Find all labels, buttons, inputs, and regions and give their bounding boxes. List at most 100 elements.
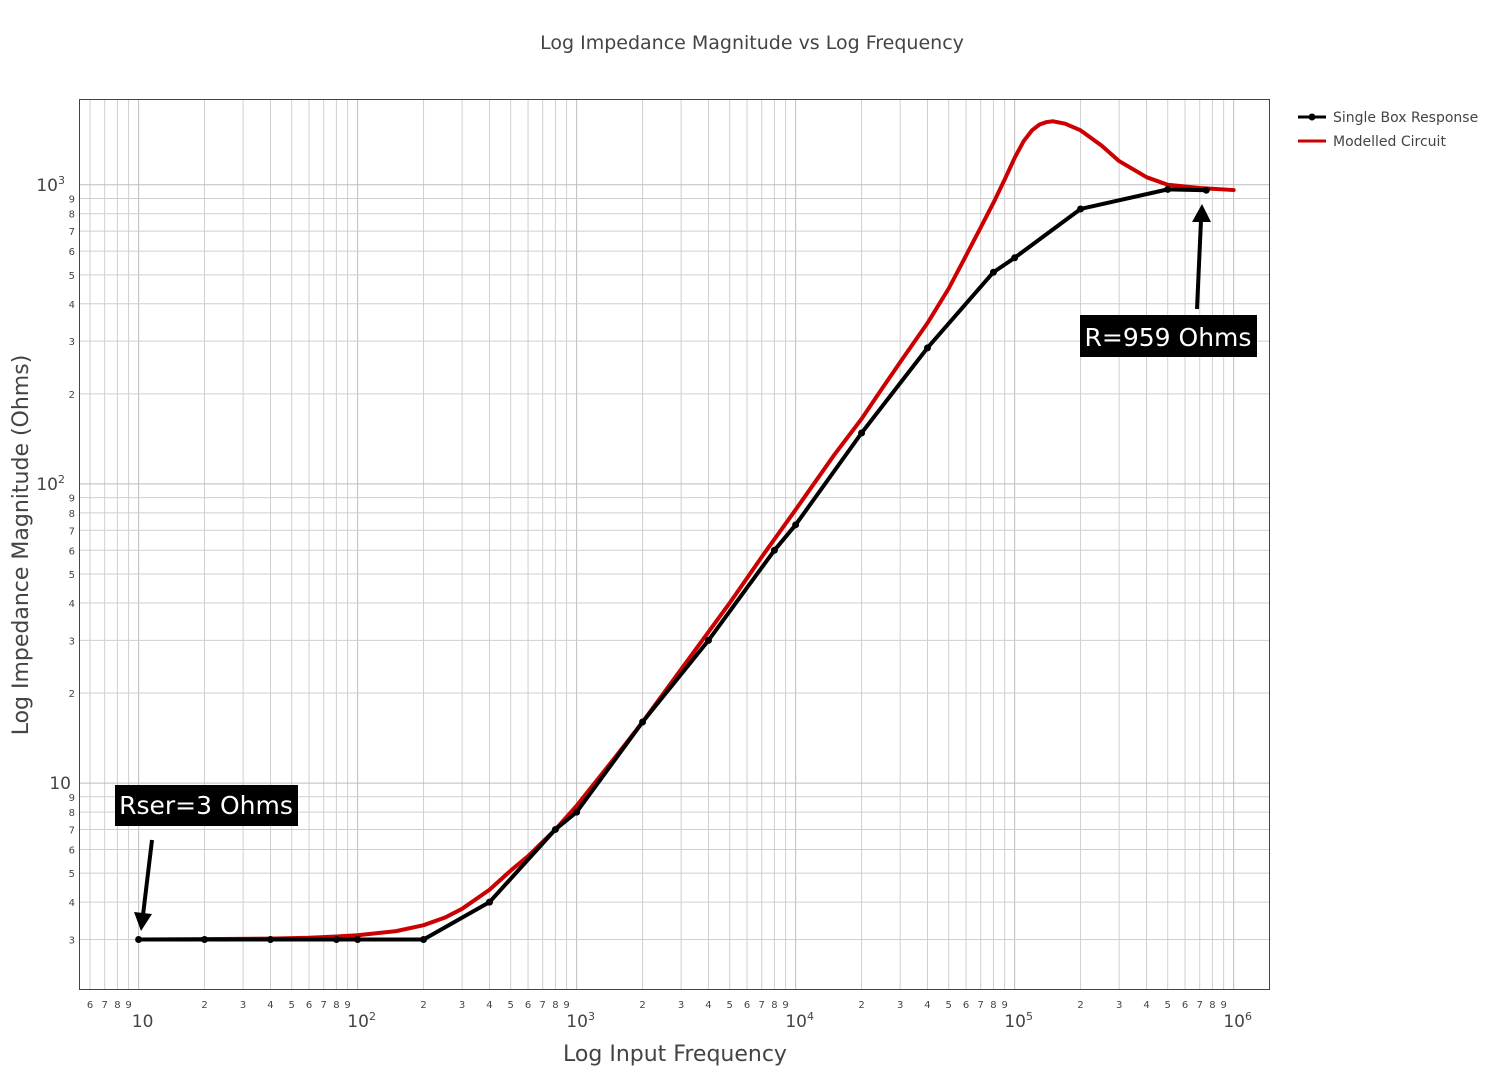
legend[interactable]: Single Box Response Modelled Circuit <box>1298 110 1478 150</box>
x-tick-label: 2 <box>420 1000 426 1011</box>
annotation-rser-box <box>115 785 298 826</box>
y-tick-label: 4 <box>69 898 75 909</box>
x-tick-label: 4 <box>486 1000 492 1011</box>
x-tick-label: 3 <box>897 1000 903 1011</box>
x-tick-label: 6 <box>525 1000 531 1011</box>
chart-title: Log Impedance Magnitude vs Log Frequency <box>540 32 964 54</box>
y-tick-label: 102 <box>36 473 65 495</box>
x-tick-label: 6 <box>744 1000 750 1011</box>
x-tick-label: 9 <box>344 1000 350 1011</box>
y-tick-label: 10 <box>49 774 71 794</box>
x-tick-label: 5 <box>1165 1000 1171 1011</box>
x-tick-label: 8 <box>1209 1000 1215 1011</box>
data-point-single-box-response <box>420 936 428 944</box>
x-tick-label: 5 <box>727 1000 733 1011</box>
x-tick-label: 2 <box>1077 1000 1083 1011</box>
y-tick-label: 4 <box>69 599 75 610</box>
data-point-single-box-response <box>1202 186 1210 194</box>
x-tick-label: 9 <box>1220 1000 1226 1011</box>
y-tick-label: 9 <box>69 494 75 505</box>
data-point-single-box-response <box>1164 185 1172 193</box>
x-tick-label: 3 <box>678 1000 684 1011</box>
data-point-single-box-response <box>332 936 340 944</box>
x-tick-label: 6 <box>1182 1000 1188 1011</box>
y-tick-label: 3 <box>69 636 75 647</box>
x-tick-label: 3 <box>1116 1000 1122 1011</box>
y-tick-label: 8 <box>69 509 75 520</box>
x-tick-label: 2 <box>201 1000 207 1011</box>
x-tick-label: 3 <box>459 1000 465 1011</box>
x-tick-label: 7 <box>101 1000 107 1011</box>
x-tick-label: 8 <box>333 1000 339 1011</box>
y-tick-label: 9 <box>69 194 75 205</box>
y-tick-label: 103 <box>36 174 65 196</box>
x-tick-label: 106 <box>1223 1010 1252 1032</box>
y-tick-label: 5 <box>69 570 75 581</box>
x-tick-label: 7 <box>321 1000 327 1011</box>
x-tick-label: 6 <box>306 1000 312 1011</box>
y-tick-label: 5 <box>69 271 75 282</box>
y-tick-label: 7 <box>69 227 75 238</box>
annotation-rser-label: Rser=3 Ohms <box>119 791 293 820</box>
x-tick-label: 9 <box>1001 1000 1007 1011</box>
x-tick-label: 104 <box>785 1010 814 1032</box>
annotation-r: R=959 Ohms <box>1080 204 1257 357</box>
annotation-rser-arrow <box>141 839 154 916</box>
series-line-single-box-response <box>136 187 1209 942</box>
x-tick-label: 9 <box>782 1000 788 1011</box>
x-tick-label: 4 <box>705 1000 711 1011</box>
data-point-single-box-response <box>573 808 581 816</box>
data-point-single-box-response <box>135 936 143 944</box>
y-tick-label: 8 <box>69 808 75 819</box>
legend-item-modelled-circuit[interactable]: Modelled Circuit <box>1298 134 1446 150</box>
data-point-single-box-response <box>1011 254 1019 262</box>
x-tick-label: 8 <box>771 1000 777 1011</box>
y-tick-label: 7 <box>69 825 75 836</box>
x-tick-label: 6 <box>87 1000 93 1011</box>
y-tick-label: 5 <box>69 869 75 880</box>
data-point-single-box-response <box>792 521 800 529</box>
data-point-single-box-response <box>485 898 493 906</box>
y-tick-label: 9 <box>69 793 75 804</box>
y-tick-label: 2 <box>69 390 75 401</box>
y-tick-label: 4 <box>69 300 75 311</box>
data-point-single-box-response <box>201 936 209 944</box>
grid <box>80 100 1269 989</box>
annotation-r-label: R=959 Ohms <box>1085 323 1252 352</box>
legend-marker-single-box-response <box>1308 113 1316 121</box>
y-tick-label: 7 <box>69 526 75 537</box>
x-tick-label: 10 <box>132 1012 154 1032</box>
y-tick-label: 6 <box>69 546 75 557</box>
x-tick-label: 7 <box>759 1000 765 1011</box>
annotation-rser: Rser=3 Ohms <box>115 785 298 931</box>
x-tick-label: 4 <box>1143 1000 1149 1011</box>
data-point-single-box-response <box>1077 205 1085 213</box>
y-tick-label: 6 <box>69 845 75 856</box>
x-tick-label: 3 <box>240 1000 246 1011</box>
x-tick-label: 102 <box>347 1010 376 1032</box>
legend-label-modelled-circuit: Modelled Circuit <box>1333 134 1446 150</box>
x-tick-label: 6 <box>963 1000 969 1011</box>
x-tick-label: 105 <box>1004 1010 1033 1032</box>
x-tick-label: 5 <box>946 1000 952 1011</box>
x-tick-label: 8 <box>114 1000 120 1011</box>
x-tick-label: 103 <box>566 1010 595 1032</box>
y-tick-label: 6 <box>69 247 75 258</box>
legend-item-single-box-response[interactable]: Single Box Response <box>1298 110 1478 126</box>
data-point-single-box-response <box>858 429 866 437</box>
x-tick-label: 9 <box>125 1000 131 1011</box>
data-point-single-box-response <box>989 268 997 276</box>
data-point-single-box-response <box>266 936 274 944</box>
x-tick-label: 5 <box>508 1000 514 1011</box>
data-point-single-box-response <box>704 636 712 644</box>
data-point-single-box-response <box>551 825 559 833</box>
y-tick-label: 3 <box>69 936 75 947</box>
x-tick-label: 7 <box>540 1000 546 1011</box>
x-tick-label: 7 <box>978 1000 984 1011</box>
series-line-modelled-circuit <box>136 119 1236 942</box>
x-tick-label: 4 <box>267 1000 273 1011</box>
